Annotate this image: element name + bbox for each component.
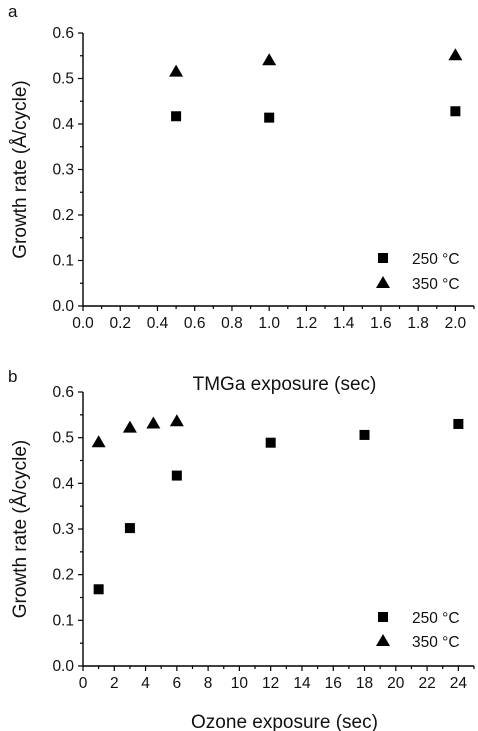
x-tick-label: 12: [262, 675, 279, 692]
data-point-triangle: [169, 64, 184, 77]
x-tick-label: 10: [231, 675, 249, 692]
panel-label: b: [8, 367, 17, 386]
y-tick-label: 0.1: [52, 253, 74, 270]
x-axis-label: TMGa exposure (sec): [193, 374, 377, 395]
panel-label: a: [8, 2, 18, 21]
y-tick-label: 0.5: [52, 71, 74, 88]
x-tick-label: 0.2: [109, 315, 131, 332]
x-tick-label: 8: [204, 675, 213, 692]
data-point-square: [359, 429, 370, 440]
x-tick-label: 2.0: [445, 315, 467, 332]
x-tick-label: 14: [293, 675, 311, 692]
legend-marker: [378, 253, 388, 263]
data-point-square: [93, 584, 104, 595]
data-point-triangle: [91, 435, 106, 448]
x-tick-label: 4: [141, 675, 150, 692]
y-tick-label: 0.2: [52, 207, 74, 224]
y-tick-label: 0.3: [52, 162, 74, 179]
legend-label: 250 °C: [412, 610, 460, 627]
y-tick-label: 0.4: [52, 116, 74, 133]
legend-marker: [376, 634, 390, 646]
data-point-triangle: [122, 420, 137, 433]
x-tick-label: 0.6: [184, 315, 206, 332]
y-tick-label: 0.2: [52, 567, 74, 584]
x-tick-label: 1.2: [296, 315, 318, 332]
data-point-triangle: [146, 416, 161, 429]
x-tick-label: 0.8: [221, 315, 243, 332]
x-tick-label: 16: [325, 675, 342, 692]
y-tick-label: 0.4: [52, 475, 74, 492]
data-point-square: [450, 106, 461, 117]
y-tick-label: 0.6: [52, 384, 74, 401]
x-tick-label: 1.4: [333, 315, 355, 332]
legend-label: 350 °C: [412, 634, 460, 651]
x-tick-label: 2: [110, 675, 119, 692]
x-tick-label: 20: [387, 675, 405, 692]
y-tick-label: 0.0: [52, 298, 74, 315]
x-tick-label: 18: [356, 675, 373, 692]
legend-marker: [376, 276, 390, 288]
legend-label: 350 °C: [412, 276, 460, 293]
data-point-square: [453, 418, 464, 429]
y-tick-label: 0.5: [52, 430, 74, 447]
data-point-triangle: [262, 53, 277, 66]
y-axis-label: Growth rate (Å/cycle): [10, 80, 31, 258]
y-axis-label: Growth rate (Å/cycle): [10, 440, 31, 618]
y-tick-label: 0.6: [52, 25, 74, 42]
x-tick-label: 0: [79, 675, 88, 692]
data-point-triangle: [448, 48, 463, 61]
data-point-triangle: [169, 414, 184, 427]
y-tick-label: 0.1: [52, 612, 74, 629]
x-tick-label: 1.8: [407, 315, 429, 332]
legend-marker: [378, 612, 388, 622]
y-tick-label: 0.3: [52, 521, 74, 538]
legend-label: 250 °C: [412, 251, 460, 268]
x-tick-label: 6: [173, 675, 182, 692]
data-point-square: [171, 111, 182, 122]
data-point-square: [171, 470, 182, 481]
x-tick-label: 0.4: [147, 315, 169, 332]
data-point-square: [124, 523, 135, 534]
data-point-square: [265, 437, 276, 448]
y-tick-label: 0.0: [52, 658, 74, 675]
chart-panel-b: b0.00.10.20.30.40.50.60 2 4 6 8 10 12 14 16 18 20 2…: [8, 367, 475, 731]
x-axis-label: Ozone exposure (sec): [191, 712, 378, 731]
chart-panel-a: a 0.0 0.1 0.2 0.3 0.4 0.5 0.6 0.0 0.2 0.4 0.6 0.8 1.0…: [8, 2, 475, 395]
x-tick-label: 1.0: [258, 315, 280, 332]
x-tick-label: 24: [450, 675, 468, 692]
data-point-square: [264, 112, 275, 123]
x-tick-label: 0.0: [72, 315, 94, 332]
x-tick-label: 22: [418, 675, 435, 692]
x-tick-label: 1.6: [370, 315, 392, 332]
